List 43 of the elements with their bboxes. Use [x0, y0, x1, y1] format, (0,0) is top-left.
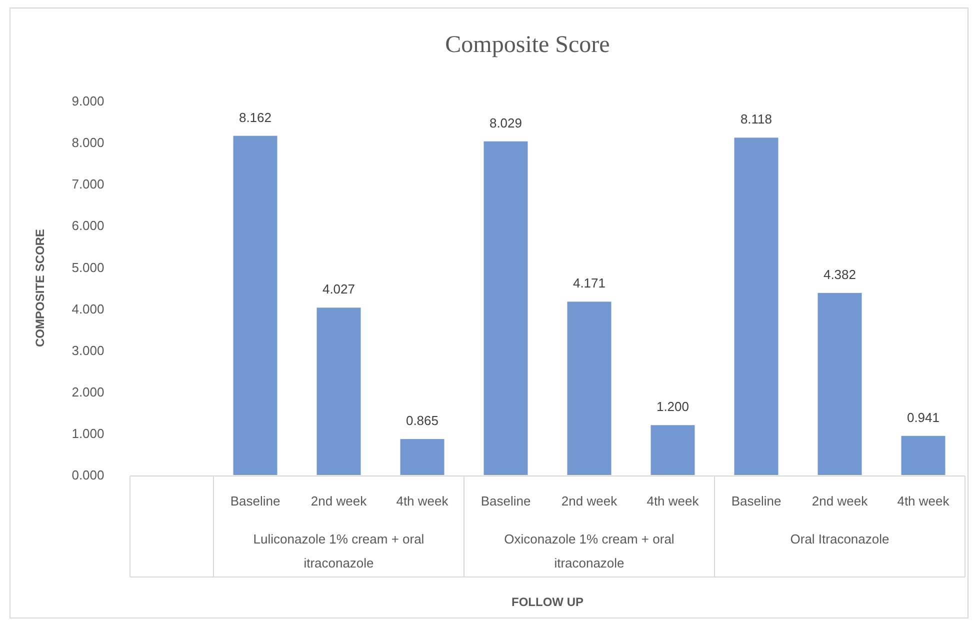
- text: Oxiconazole 1% cream + oral itraconazole: [504, 532, 674, 571]
- x-tick-label: 2nd week: [310, 494, 368, 509]
- y-tick-label: 4.000: [72, 301, 104, 316]
- text: FOLLOW UP: [512, 595, 584, 609]
- bar: [650, 425, 695, 475]
- data-label: 1.200: [656, 399, 690, 414]
- bar: [233, 136, 278, 475]
- x-tick-label: 4th week: [897, 494, 950, 509]
- data-label: 8.118: [740, 112, 772, 127]
- y-axis-title: COMPOSITE SCORE: [33, 228, 47, 348]
- data-label: 4.382: [823, 266, 856, 282]
- y-tick-label: 1.000: [72, 426, 104, 441]
- text: Luliconazole 1% cream + oral itraconazole: [253, 532, 424, 571]
- y-tick-label: 6.000: [72, 218, 104, 234]
- chart-title: Composite Score: [445, 32, 610, 58]
- y-tick-label: 2.000: [72, 384, 104, 400]
- bar: [400, 439, 444, 475]
- bar: [734, 138, 778, 475]
- x-tick-label: 4th week: [396, 494, 449, 509]
- y-tick-label: 3.000: [72, 342, 104, 358]
- text: Oral Itraconazole: [790, 532, 890, 547]
- x-tick-label: 2nd week: [561, 494, 618, 509]
- data-label: 4.171: [572, 276, 606, 291]
- x-tick-label: 2nd week: [812, 494, 868, 509]
- x-tick-label: 4th week: [646, 494, 700, 509]
- data-label: 4.027: [322, 282, 356, 297]
- y-tick-label: 8.000: [72, 135, 104, 150]
- bar: [818, 292, 862, 475]
- bar: [484, 141, 528, 475]
- data-label: 0.941: [906, 410, 940, 425]
- y-tick-label: 5.000: [72, 260, 104, 275]
- x-tick-label: Baseline: [480, 494, 531, 509]
- y-tick-label: 9.000: [72, 94, 104, 109]
- bar: [316, 308, 361, 475]
- x-tick-label: Baseline: [230, 494, 280, 509]
- bar: [567, 302, 612, 475]
- bar: [901, 436, 946, 475]
- x-tick-label: Baseline: [731, 494, 782, 509]
- data-label: 0.865: [406, 413, 439, 428]
- data-label: 8.162: [238, 110, 272, 125]
- data-label: 8.029: [489, 115, 522, 130]
- y-tick-label: 0.000: [72, 468, 104, 483]
- y-tick-label: 7.000: [72, 176, 104, 192]
